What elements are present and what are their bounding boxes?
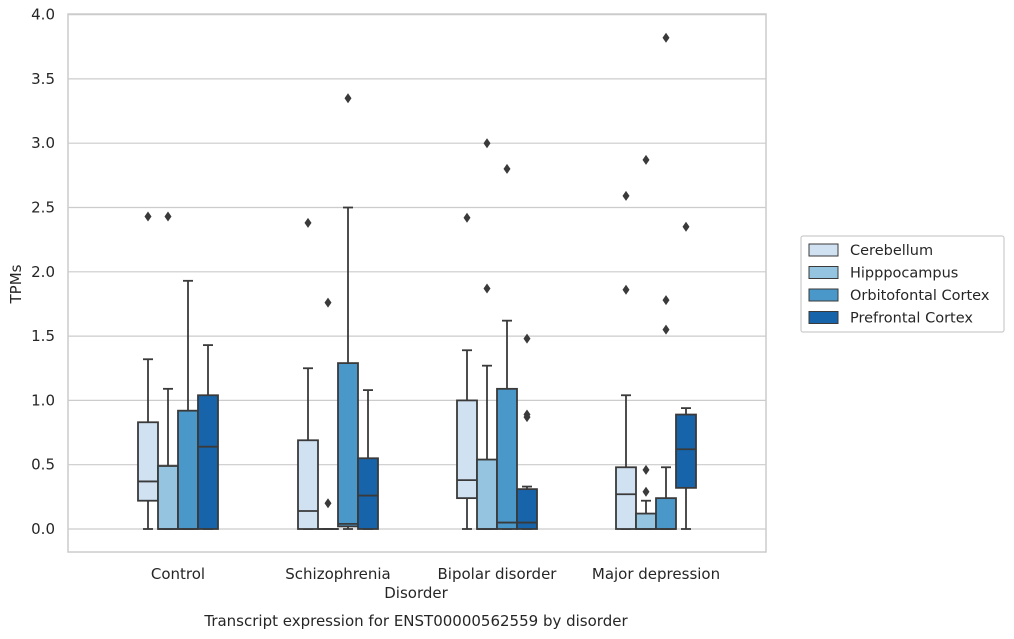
outlier-point xyxy=(642,464,650,475)
outlier-point xyxy=(622,190,630,201)
outlier-point xyxy=(642,486,650,497)
x-tick-label: Schizophrenia xyxy=(285,565,390,583)
box-iqr xyxy=(675,413,697,489)
y-tick-label: 4.0 xyxy=(31,6,55,24)
outlier-point xyxy=(483,283,491,294)
box-iqr xyxy=(516,488,538,530)
box-hipppocampus xyxy=(317,297,339,530)
legend-swatch xyxy=(808,311,839,324)
outlier-point xyxy=(503,163,511,174)
box-hipppocampus xyxy=(157,211,179,530)
outlier-point xyxy=(324,297,332,308)
box-iqr xyxy=(177,409,199,530)
y-tick-label: 2.0 xyxy=(31,263,55,281)
legend-entry: Orbitofontal Cortex xyxy=(850,288,990,304)
y-tick-label: 3.0 xyxy=(31,134,55,152)
outlier-point xyxy=(622,284,630,295)
box-iqr xyxy=(655,497,677,530)
outlier-point xyxy=(523,333,531,344)
y-axis-label: TPMs xyxy=(7,264,25,304)
box-cerebellum xyxy=(137,211,159,530)
chart-caption: Transcript expression for ENST0000056255… xyxy=(203,612,628,630)
box-iqr xyxy=(337,362,359,528)
y-tick-label: 0.0 xyxy=(31,520,55,538)
outlier-point xyxy=(344,93,352,104)
x-axis-label: Disorder xyxy=(384,584,448,602)
box-orbitofontal-cortex xyxy=(337,93,359,530)
y-tick-label: 1.0 xyxy=(31,391,55,409)
plot-frame xyxy=(67,13,767,553)
box-iqr xyxy=(615,466,637,530)
outlier-point xyxy=(662,32,670,43)
x-tick-label: Major depression xyxy=(592,565,720,583)
x-tick-label: Bipolar disorder xyxy=(438,565,558,583)
box-iqr xyxy=(197,394,219,530)
box-prefrontal-cortex xyxy=(197,344,219,530)
box-groups xyxy=(137,32,697,530)
box-prefrontal-cortex xyxy=(357,389,379,530)
legend-swatch xyxy=(808,266,839,279)
box-prefrontal-cortex xyxy=(675,221,697,530)
box-orbitofontal-cortex xyxy=(655,32,677,530)
box-cerebellum xyxy=(615,190,637,530)
box-orbitofontal-cortex xyxy=(496,163,518,530)
box-hipppocampus xyxy=(635,154,657,530)
box-cerebellum xyxy=(297,217,319,530)
outlier-point xyxy=(144,211,152,222)
box-iqr xyxy=(635,512,657,530)
box-cerebellum xyxy=(456,212,478,530)
outlier-point xyxy=(463,212,471,223)
box-iqr xyxy=(137,421,159,502)
box-iqr xyxy=(357,457,379,530)
legend-entry: Cerebellum xyxy=(850,243,933,259)
axes: 0.0 0.5 1.0 1.5 2.0 2.5 3.0 3.5 4.0 Control Schizo… xyxy=(31,6,767,583)
grid-lines xyxy=(68,14,766,530)
legend-swatch xyxy=(808,243,839,257)
outlier-point xyxy=(523,409,531,420)
outlier-point xyxy=(304,217,312,228)
legend: Cerebellum Hipppocampus Orbitofontal Corte… xyxy=(800,235,1005,333)
outlier-point xyxy=(324,498,332,509)
box-prefrontal-cortex xyxy=(516,333,538,530)
box-hipppocampus xyxy=(476,138,498,530)
y-tick-label: 2.5 xyxy=(31,199,55,217)
outlier-point xyxy=(662,295,670,306)
outlier-point xyxy=(164,211,172,222)
x-tick-label: Control xyxy=(151,565,205,583)
box-iqr xyxy=(496,387,518,530)
legend-frame xyxy=(800,235,1005,333)
box-iqr xyxy=(476,458,498,530)
box-iqr xyxy=(456,399,478,500)
outlier-point xyxy=(642,154,650,165)
outlier-point xyxy=(682,221,690,232)
legend-entry: Prefrontal Cortex xyxy=(850,311,973,327)
box-iqr xyxy=(297,439,319,530)
outlier-point xyxy=(662,324,670,335)
y-tick-label: 0.5 xyxy=(31,456,55,474)
outlier-point xyxy=(483,138,491,149)
legend-entry: Hipppocampus xyxy=(850,266,958,282)
legend-swatch xyxy=(808,288,839,302)
box-orbitofontal-cortex xyxy=(177,279,199,530)
box-iqr xyxy=(157,465,179,530)
y-tick-label: 3.5 xyxy=(31,70,55,88)
y-tick-label: 1.5 xyxy=(31,327,55,345)
